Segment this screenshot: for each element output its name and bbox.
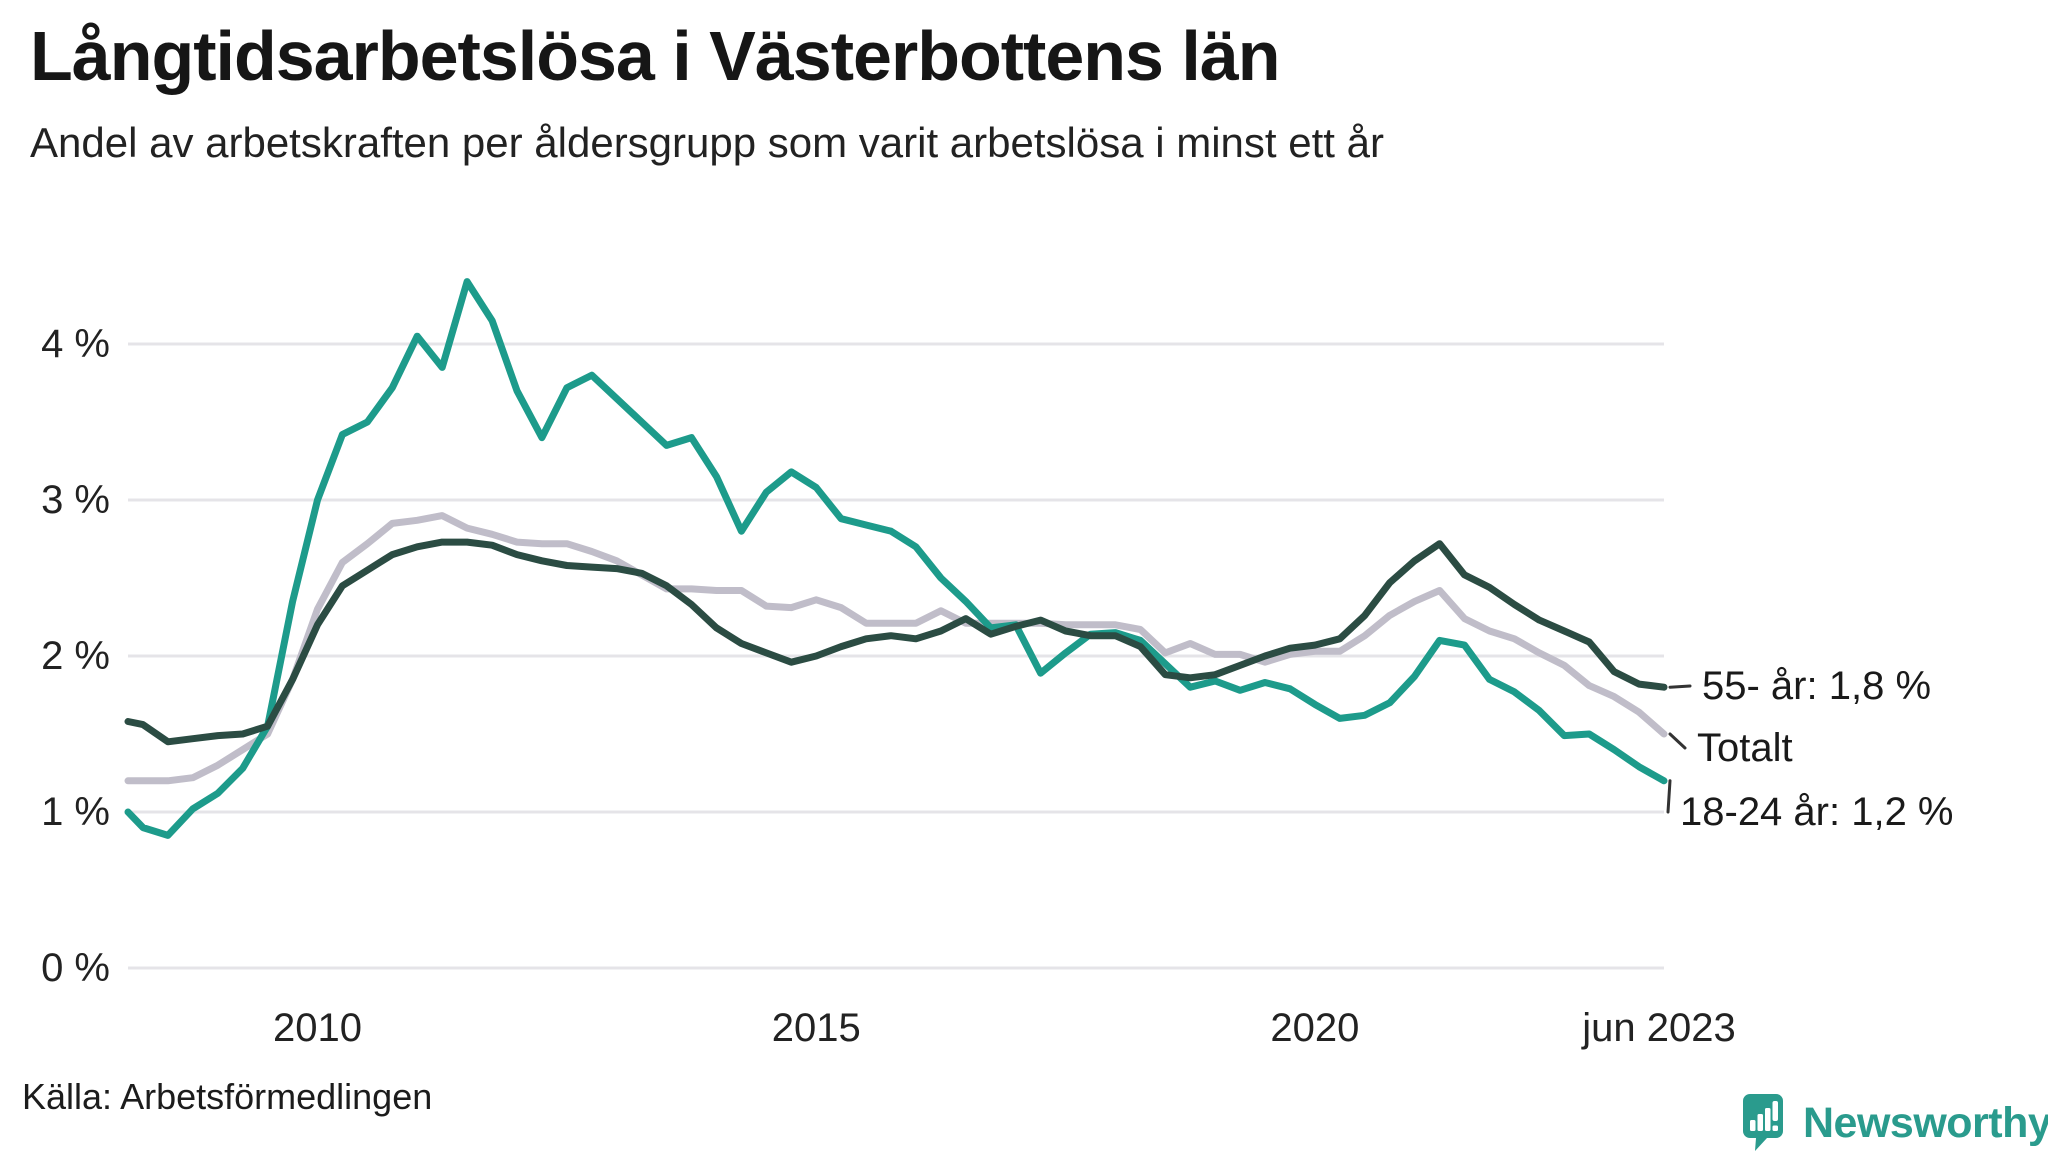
page-subtitle: Andel av arbetskraften per åldersgrupp s… [30,119,1384,166]
source-note: Källa: Arbetsförmedlingen [22,1076,433,1117]
y-axis-labels: 0 % 1 % 2 % 3 % 4 % [41,322,110,990]
y-tick-label: 2 % [41,634,110,678]
x-tick-label: 2020 [1270,1006,1359,1050]
y-tick-label: 3 % [41,478,110,522]
newsworthy-wordmark: Newsworthy [1803,1098,2048,1147]
annotation-label: 55- år: 1,8 % [1702,664,1931,708]
newsworthy-logo[interactable]: Newsworthy [1743,1094,2048,1152]
page-title: Långtidsarbetslösa i Västerbottens län [30,17,1281,95]
annotation-connector [1668,732,1687,750]
bar-chart-glyph [1750,1101,1778,1131]
y-tick-label: 4 % [41,322,110,366]
x-tick-label: 2015 [772,1006,861,1050]
annotation-connector [1668,684,1692,689]
annotation-label: Totalt [1697,726,1793,770]
y-tick-label: 0 % [41,946,110,990]
annotation-connector [1666,779,1672,814]
gridlines [128,342,1664,970]
series-lines [124,278,1668,839]
series-line-totalt [124,512,1668,785]
series-annotations: 55- år: 1,8 % Totalt 18-24 år: 1,2 % [1666,664,1954,834]
x-tick-label: jun 2023 [1581,1006,1735,1050]
annotation-label: 18-24 år: 1,2 % [1680,790,1954,834]
series-line-18-24-r [124,278,1668,839]
y-tick-label: 1 % [41,790,110,834]
x-axis-labels: 2010 2015 2020 jun 2023 [273,1006,1736,1050]
newsworthy-icon [1743,1094,1783,1151]
x-tick-label: 2010 [273,1006,362,1050]
series-line-55-r [124,538,1668,746]
